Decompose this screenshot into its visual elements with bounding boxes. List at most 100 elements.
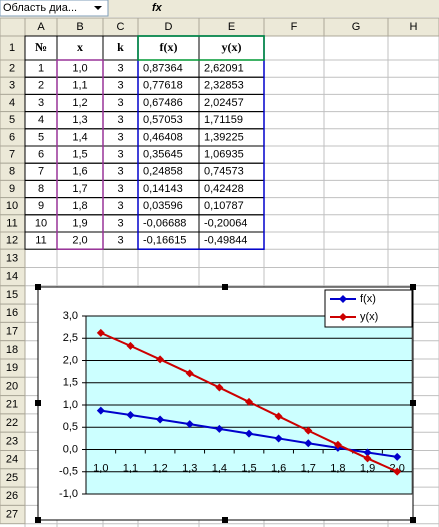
selection-handle[interactable] <box>410 400 416 406</box>
marker <box>304 426 313 435</box>
table-cell: 2,0 <box>72 235 87 247</box>
marker <box>185 369 194 378</box>
range-highlight <box>137 35 265 61</box>
y-tick-label: 2,0 <box>63 354 78 366</box>
x-tick-label: 1,1 <box>123 462 138 474</box>
column-header[interactable] <box>387 17 439 37</box>
row-header-label: 1 <box>9 42 15 54</box>
table-cell: 7 <box>38 166 44 178</box>
marker <box>156 355 165 364</box>
y-tick-label: 3,0 <box>63 310 78 322</box>
table-cell: 3 <box>117 114 123 126</box>
table-cell: 10 <box>35 217 47 229</box>
table-cell: 1,2 <box>72 97 87 109</box>
marker <box>274 434 283 443</box>
row-header-label: 21 <box>6 399 18 411</box>
y-tick-label: 0,5 <box>63 421 78 433</box>
row-header-label: 27 <box>6 508 18 520</box>
selection-handle[interactable] <box>35 517 41 523</box>
selection-handle[interactable] <box>410 284 416 290</box>
table-cell: 5 <box>38 131 44 143</box>
table-cell: 1,1 <box>72 80 87 92</box>
table-cell: 3 <box>117 217 123 229</box>
table-cell: 0,35645 <box>143 149 183 161</box>
marker <box>363 454 372 463</box>
marker <box>126 410 135 419</box>
table-cell: 1,8 <box>72 200 87 212</box>
row-header-label: 7 <box>9 149 15 161</box>
fx-icon[interactable]: fx <box>152 2 163 14</box>
row-header-label: 12 <box>6 235 18 247</box>
table-cell: 2,32853 <box>204 80 244 92</box>
row-header-label: 5 <box>9 114 15 126</box>
table-cell: 0,74573 <box>204 166 244 178</box>
marker <box>245 429 253 438</box>
selection-handle[interactable] <box>35 400 41 406</box>
table-cell: 3 <box>117 183 123 195</box>
x-tick-label: 1,0 <box>93 462 108 474</box>
table-header-cell: f(x) <box>160 40 178 54</box>
legend <box>324 289 413 328</box>
table-header-cell: y(x) <box>222 40 242 54</box>
table-cell: 0,24858 <box>143 166 183 178</box>
table-cell: 0,46408 <box>143 131 183 143</box>
row-header[interactable] <box>0 504 26 525</box>
table-cell: 3 <box>117 63 123 75</box>
y-tick-label: -0,5 <box>59 466 78 478</box>
table-cell: 6 <box>38 149 44 161</box>
table-cell: 0,67486 <box>143 97 183 109</box>
table-header-cell: k <box>117 40 124 54</box>
dropdown-arrow[interactable] <box>94 6 102 10</box>
column-header-label: F <box>291 21 298 33</box>
table-cell: 1,71159 <box>204 114 243 126</box>
table-cell: 0,77618 <box>143 80 183 92</box>
row-header-label: 8 <box>9 166 15 178</box>
row-header-label: 3 <box>9 80 15 92</box>
column-header-label: A <box>37 21 45 33</box>
row-header-label: 15 <box>6 289 18 301</box>
row-header-label: 14 <box>6 271 18 283</box>
formula-bar <box>0 0 439 17</box>
select-all[interactable] <box>0 17 26 37</box>
marker <box>215 383 224 392</box>
table-cell: 0,42428 <box>204 183 244 195</box>
x-tick-label: 1,2 <box>152 462 167 474</box>
column-header-label: D <box>165 21 173 33</box>
table-cell: 2 <box>38 80 44 92</box>
legend-label: y(x) <box>360 311 378 323</box>
table-cell: 8 <box>38 183 44 195</box>
marker <box>156 415 165 424</box>
selection-handle[interactable] <box>35 284 41 290</box>
selection-handle[interactable] <box>410 517 416 523</box>
table-cell: 3 <box>117 166 123 178</box>
row-header-label: 20 <box>6 380 18 392</box>
name-box[interactable] <box>0 0 109 17</box>
row-header-label: 22 <box>6 417 18 429</box>
selection-handle[interactable] <box>222 284 228 290</box>
y-tick-label: 1,0 <box>63 399 78 411</box>
table-cell: 2,62091 <box>204 63 244 75</box>
table-cell: 3 <box>117 149 123 161</box>
table-cell: 1,5 <box>72 149 87 161</box>
table-cell: 0,03596 <box>143 200 183 212</box>
table-cell: 3 <box>117 80 123 92</box>
column-header-label: H <box>410 21 418 33</box>
table-cell: -0,49844 <box>204 235 247 247</box>
row-header-label: 4 <box>9 97 15 109</box>
table-cell: 3 <box>117 200 123 212</box>
selection-handle[interactable] <box>222 517 228 523</box>
column-header-label: B <box>76 21 83 33</box>
table-cell: -0,16615 <box>143 235 186 247</box>
table-cell: 0,87364 <box>143 63 183 75</box>
row-header-label: 18 <box>6 344 18 356</box>
table-cell: 2,02457 <box>204 97 244 109</box>
table-cell: 3 <box>38 97 44 109</box>
table-cell: 0,10787 <box>204 200 244 212</box>
x-tick-label: 1,7 <box>301 462 316 474</box>
legend-label: f(x) <box>360 293 376 305</box>
table-cell: 1 <box>38 63 44 75</box>
table-header-cell: x <box>77 40 83 54</box>
row-header-label: 11 <box>6 217 17 229</box>
